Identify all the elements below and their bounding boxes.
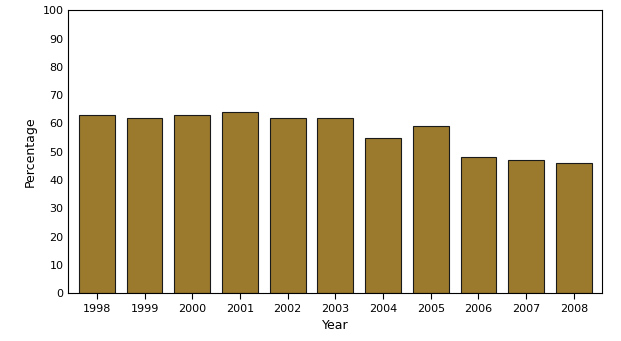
Bar [222,112,258,293]
X-axis label: Year: Year [322,319,348,332]
Bar [79,115,115,293]
Bar [413,126,448,293]
Bar [461,158,496,293]
Bar [556,163,592,293]
Bar [508,160,544,293]
Y-axis label: Percentage: Percentage [24,116,37,187]
Bar [127,118,163,293]
Bar [365,137,401,293]
Bar [270,118,306,293]
Bar [175,115,210,293]
Bar [317,118,353,293]
